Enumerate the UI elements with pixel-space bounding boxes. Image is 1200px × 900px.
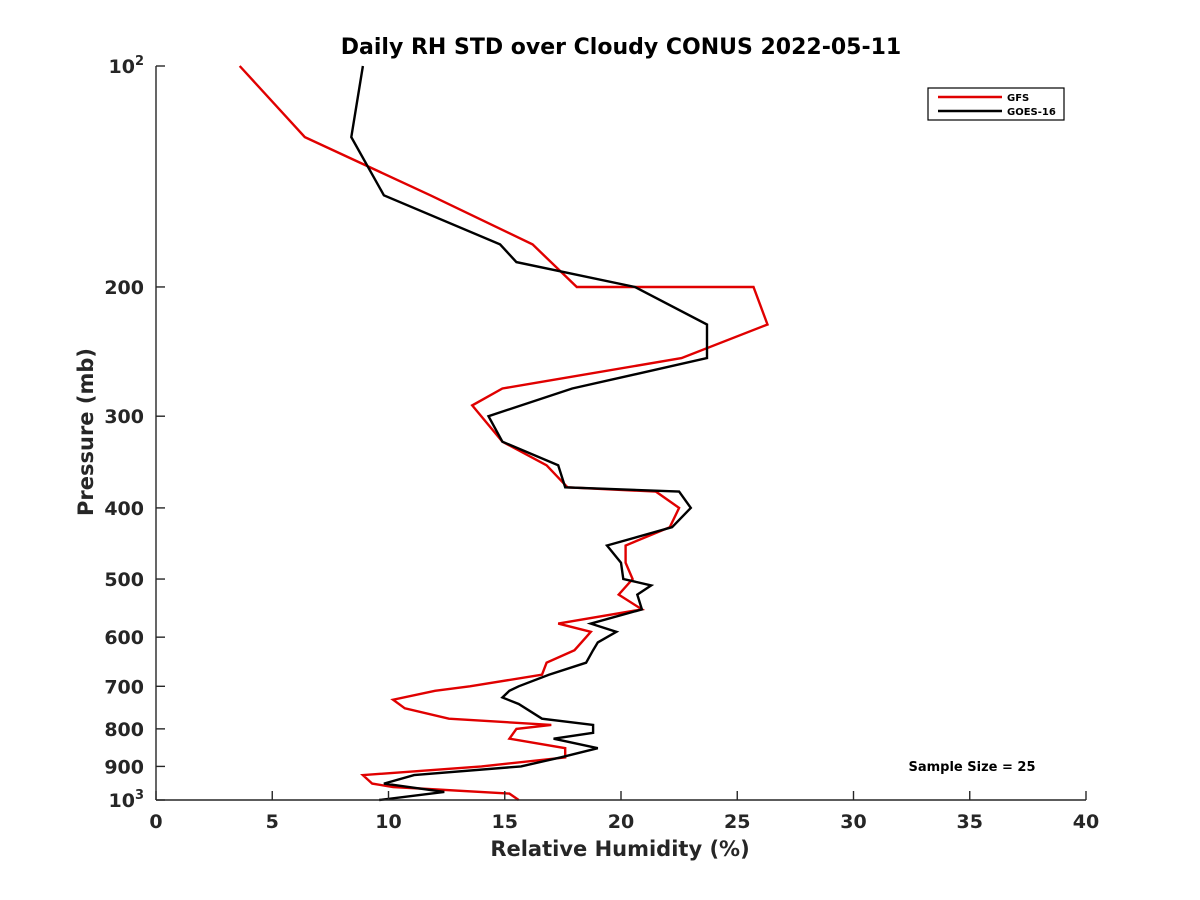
y-tick-label: 700 xyxy=(104,676,144,698)
x-tick-label: 0 xyxy=(149,811,162,833)
y-tick-label: 400 xyxy=(104,498,144,520)
legend-label-goes16: GOES-16 xyxy=(1007,107,1056,118)
y-axis-ticks: 102 200 300 400 500 600 700 800 900 103 xyxy=(104,54,165,812)
x-axis-ticks: 0 5 10 15 20 25 30 35 40 xyxy=(149,791,1099,833)
y-tick-label: 500 xyxy=(104,569,144,591)
y-tick-label: 102 xyxy=(109,54,145,78)
legend: GFS GOES-16 xyxy=(927,87,1065,121)
x-axis-label: Relative Humidity (%) xyxy=(490,837,749,861)
x-tick-label: 15 xyxy=(492,811,518,833)
y-tick-label: 600 xyxy=(104,627,144,649)
legend-box xyxy=(927,87,1065,121)
y-tick-label: 103 xyxy=(109,788,145,812)
legend-label-gfs: GFS xyxy=(1007,93,1029,104)
y-tick-label: 300 xyxy=(104,406,144,428)
y-tick-label: 200 xyxy=(104,277,144,299)
series-layer xyxy=(238,65,770,802)
chart-title: Daily RH STD over Cloudy CONUS 2022-05-1… xyxy=(341,35,901,60)
x-tick-label: 5 xyxy=(266,811,279,833)
x-tick-label: 40 xyxy=(1073,811,1099,833)
plot-area: 0 5 10 15 20 25 30 35 40 102 200 300 400 500 600 700 80… xyxy=(104,54,1099,833)
x-tick-label: 20 xyxy=(608,811,634,833)
x-tick-label: 10 xyxy=(375,811,401,833)
y-tick-label: 900 xyxy=(104,756,144,778)
sample-size-annotation: Sample Size = 25 xyxy=(908,760,1035,775)
series-line-goes16 xyxy=(350,65,709,802)
x-tick-label: 35 xyxy=(957,811,983,833)
y-tick-label: 800 xyxy=(104,719,144,741)
x-tick-label: 30 xyxy=(840,811,866,833)
y-axis-label: Pressure (mb) xyxy=(74,348,98,516)
series-line-gfs xyxy=(238,65,770,801)
x-tick-label: 25 xyxy=(724,811,750,833)
